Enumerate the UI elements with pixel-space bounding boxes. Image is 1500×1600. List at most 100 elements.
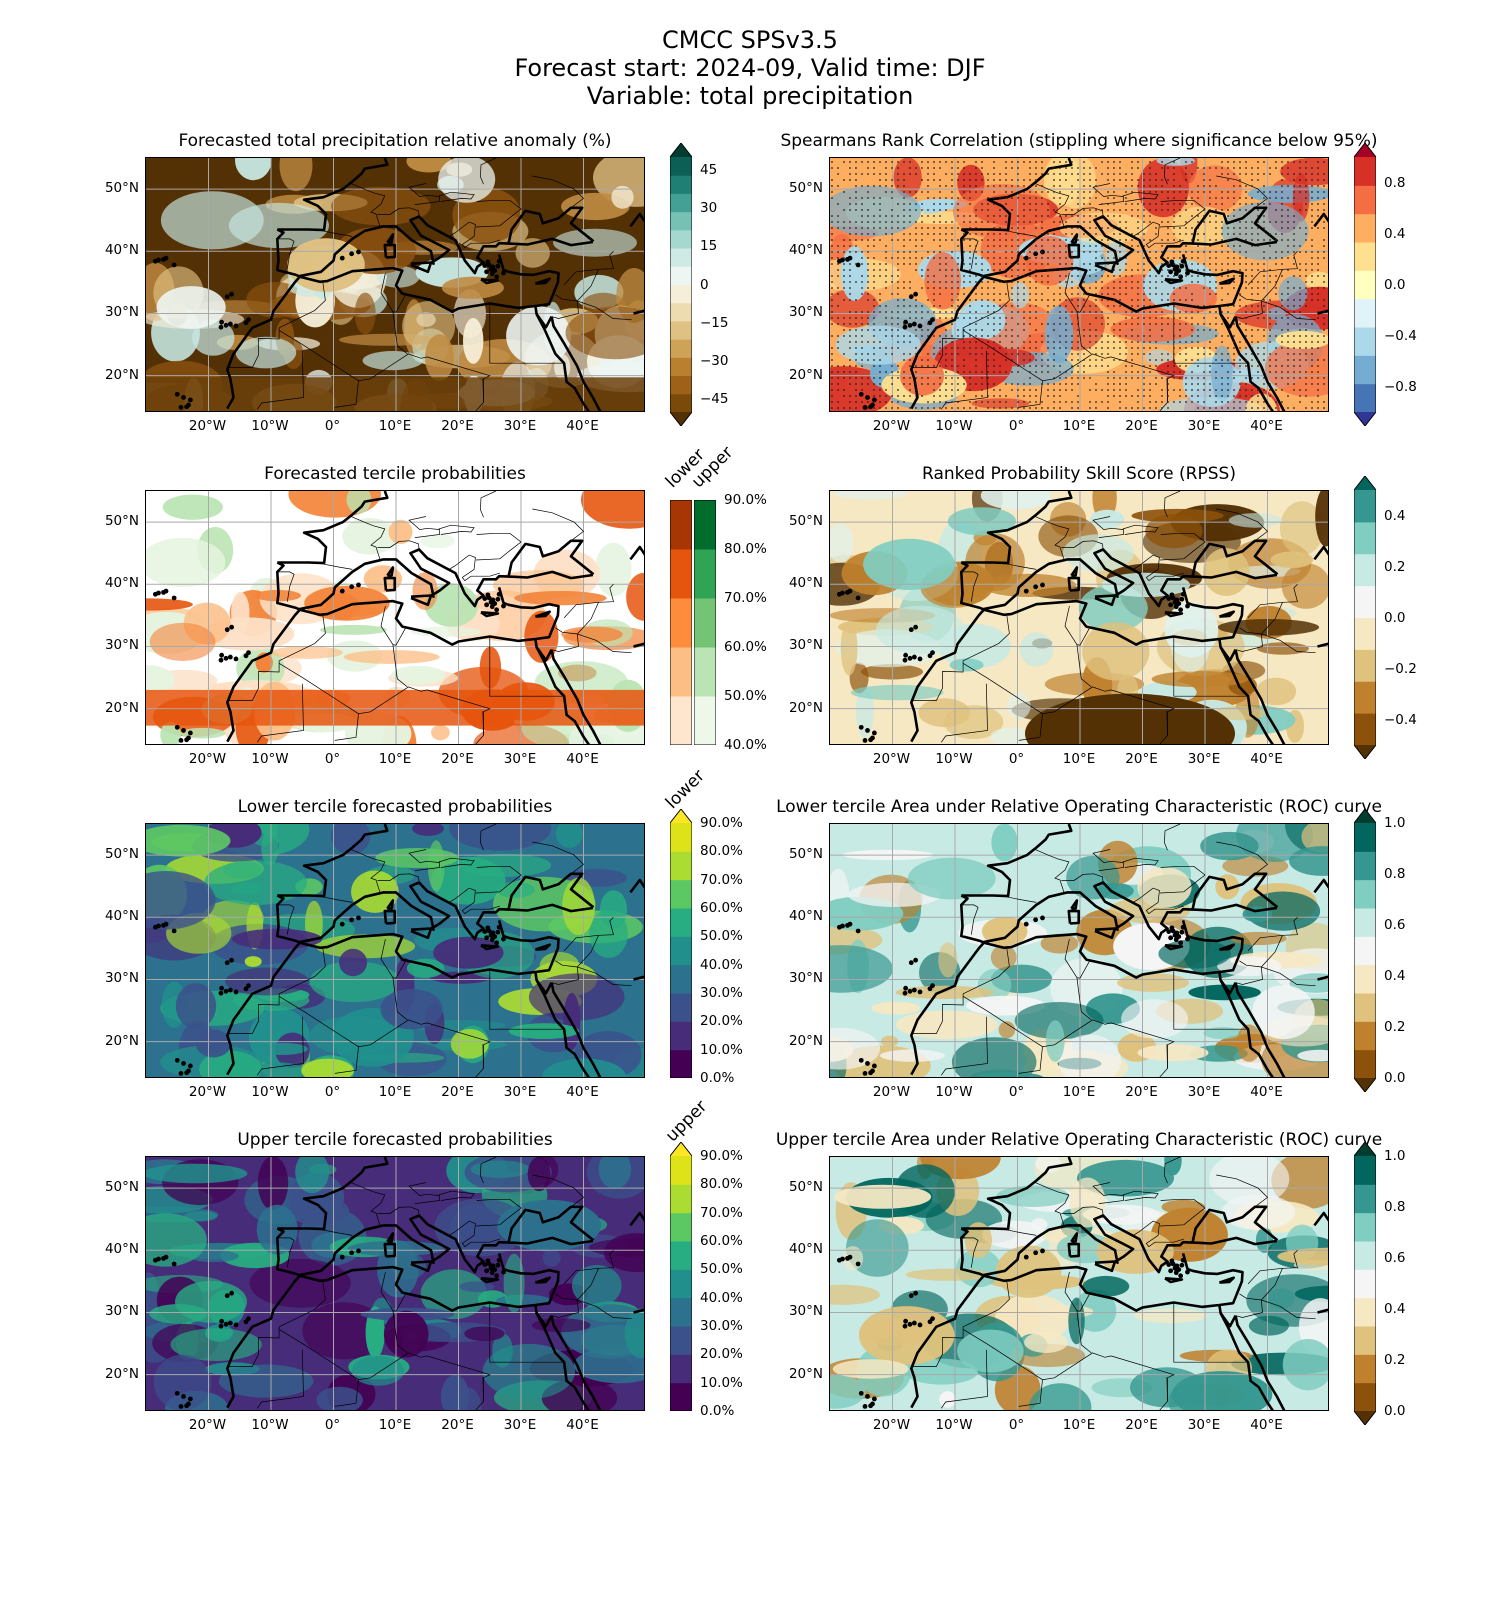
stipple-dot (1245, 161, 1247, 163)
stipple-dot (909, 221, 911, 223)
map-contour-patch (1270, 551, 1314, 569)
stipple-dot (1131, 251, 1133, 253)
stipple-dot (1077, 293, 1079, 295)
stipple-dot (921, 311, 923, 313)
island-marker (930, 983, 935, 989)
island-marker (339, 1254, 345, 1260)
map-contour-patch (528, 973, 625, 1021)
stipple-dot (951, 161, 953, 163)
stipple-dot (1311, 239, 1313, 241)
stipple-dot (1119, 383, 1121, 385)
stipple-dot (1005, 191, 1007, 193)
stipple-dot (1053, 359, 1055, 361)
map-contour-patch (1209, 1157, 1290, 1206)
x-tick-label: 20°W (872, 1084, 911, 1100)
stipple-dot (1203, 269, 1205, 271)
stipple-dot (1287, 311, 1289, 313)
x-tick-label: 0° (324, 751, 341, 767)
stipple-dot (1095, 299, 1097, 301)
stipple-dot (921, 377, 923, 379)
stipple-dot (1227, 323, 1229, 325)
country-border (563, 917, 614, 952)
country-border (380, 273, 394, 312)
island-marker (871, 1063, 877, 1069)
stipple-dot (1191, 389, 1193, 391)
stipple-dot (1143, 299, 1145, 301)
map-contour-patch (830, 1027, 881, 1070)
stipple-dot (1101, 359, 1103, 361)
island-marker (1169, 1258, 1175, 1264)
coastline (1234, 982, 1286, 1077)
stipple-dot (1245, 401, 1247, 403)
stipple-dot (1233, 185, 1235, 187)
stipple-dot (963, 185, 965, 187)
stipple-dot (831, 191, 833, 193)
stipple-dot (1167, 359, 1169, 361)
stipple-dot (1293, 311, 1295, 313)
stipple-dot (1179, 329, 1181, 331)
stipple-dot (1113, 251, 1115, 253)
stipple-dot (993, 251, 995, 253)
stipple-dot (981, 191, 983, 193)
stipple-dot (1149, 203, 1151, 205)
stipple-dot (933, 401, 935, 403)
island-marker (1168, 935, 1174, 941)
stipple-dot (963, 341, 965, 343)
stipple-dot (1191, 335, 1193, 337)
stipple-dot (939, 167, 941, 169)
stipple-dot (1089, 239, 1091, 241)
country-border (532, 175, 585, 209)
stipple-dot (861, 239, 863, 241)
stipple-dot (1089, 215, 1091, 217)
stipple-dot (1179, 215, 1181, 217)
stipple-dot (1221, 197, 1223, 199)
coastline (534, 277, 551, 285)
stipple-dot (1149, 257, 1151, 259)
stipple-dot (939, 353, 941, 355)
stipple-dot (1137, 239, 1139, 241)
stipple-dot (969, 389, 971, 391)
country-border (1247, 584, 1298, 619)
coastline (1218, 943, 1235, 951)
stipple-dot (1137, 371, 1139, 373)
stipple-dot (837, 335, 839, 337)
stipple-dot (1089, 305, 1091, 307)
stipple-dot (1233, 239, 1235, 241)
y-tick-label: 30°N (788, 637, 823, 654)
stipple-dot (1119, 221, 1121, 223)
stipple-dot (897, 185, 899, 187)
country-border (480, 491, 497, 518)
stipple-dot (951, 293, 953, 295)
stipple-dot (831, 317, 833, 319)
stipple-dot (1023, 191, 1025, 193)
stipple-dot (897, 275, 899, 277)
stipple-dot (1221, 389, 1223, 391)
country-border (941, 683, 988, 743)
stipple-dot (915, 263, 917, 265)
country-border (377, 873, 420, 883)
country-border (1098, 524, 1159, 538)
x-tick-label: 40°E (566, 1084, 599, 1100)
stipple-dot (921, 245, 923, 247)
country-border (349, 848, 386, 894)
stipple-dot (1197, 383, 1199, 385)
stipple-dot (1203, 209, 1205, 211)
stipple-dot (1029, 407, 1031, 409)
x-tick-label: 0° (1008, 1084, 1025, 1100)
map-canvas (146, 158, 644, 411)
stipple-dot (963, 407, 965, 409)
stipple-dot (1251, 359, 1253, 361)
stipple-dot (981, 335, 983, 337)
stipple-dot (1215, 323, 1217, 325)
stipple-dot (885, 317, 887, 319)
stipple-dot (987, 257, 989, 259)
stipple-dot (1275, 323, 1277, 325)
stipple-dot (1077, 197, 1079, 199)
panel-title: Lower tercile forecasted probabilities (237, 797, 553, 817)
stipple-dot (1023, 341, 1025, 343)
stipple-dot (843, 371, 845, 373)
stipple-dot (1269, 341, 1271, 343)
country-border (380, 606, 394, 645)
stipple-dot (1239, 161, 1241, 163)
stipple-dot (1095, 311, 1097, 313)
